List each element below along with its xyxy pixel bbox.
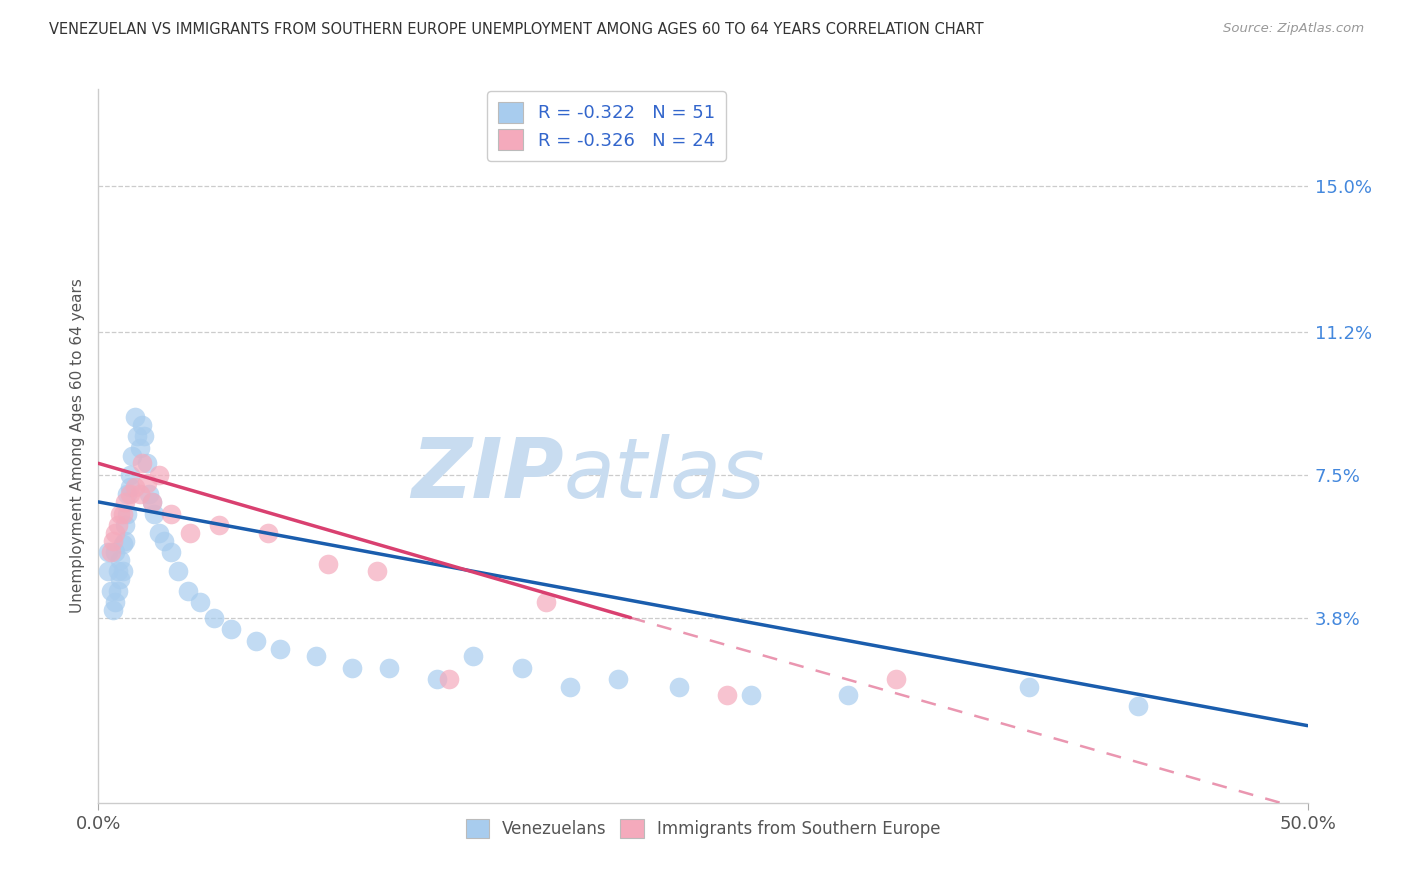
Point (316, 557, 339, 571)
Point (138, 487, 160, 501)
Point (100, 583, 122, 598)
Point (117, 507, 139, 521)
Point (366, 565, 388, 579)
Point (607, 673, 630, 687)
Point (143, 507, 166, 521)
Point (167, 565, 190, 579)
Point (128, 487, 150, 501)
Point (134, 429, 156, 443)
Text: VENEZUELAN VS IMMIGRANTS FROM SOUTHERN EUROPE UNEMPLOYMENT AMONG AGES 60 TO 64 Y: VENEZUELAN VS IMMIGRANTS FROM SOUTHERN E… (49, 22, 984, 37)
Point (118, 479, 141, 493)
Point (111, 537, 134, 551)
Point (118, 487, 141, 501)
Point (107, 583, 129, 598)
Point (104, 525, 127, 540)
Point (114, 495, 136, 509)
Point (668, 680, 690, 694)
Point (124, 410, 146, 425)
Point (111, 507, 134, 521)
Point (108, 553, 131, 567)
Point (124, 479, 146, 493)
Point (437, 673, 460, 687)
Point (101, 533, 124, 548)
Point (97, 545, 120, 559)
Point (111, 565, 134, 579)
Point (127, 429, 149, 443)
Point (269, 641, 291, 656)
Y-axis label: Unemployment Among Ages 60 to 64 years: Unemployment Among Ages 60 to 64 years (69, 278, 84, 614)
Point (121, 449, 143, 463)
Point (179, 525, 201, 540)
Point (426, 673, 449, 687)
Point (104, 545, 127, 559)
Point (104, 595, 127, 609)
Point (1018, 680, 1040, 694)
Point (177, 583, 200, 598)
Point (716, 688, 738, 702)
Point (141, 495, 163, 509)
Point (114, 533, 136, 548)
Point (245, 633, 267, 648)
Point (377, 661, 399, 675)
Point (108, 507, 131, 521)
Point (131, 456, 153, 470)
Point (1128, 699, 1150, 714)
Point (97, 565, 120, 579)
Point (463, 649, 485, 664)
Point (107, 565, 129, 579)
Point (114, 518, 136, 533)
Point (204, 610, 226, 624)
Point (886, 673, 908, 687)
Point (342, 661, 364, 675)
Point (160, 545, 183, 559)
Point (740, 688, 762, 702)
Point (141, 495, 163, 509)
Point (135, 475, 157, 490)
Point (510, 661, 533, 675)
Point (160, 507, 183, 521)
Text: ZIP: ZIP (412, 434, 564, 515)
Text: Source: ZipAtlas.com: Source: ZipAtlas.com (1223, 22, 1364, 36)
Point (135, 456, 157, 470)
Point (117, 487, 139, 501)
Point (188, 595, 211, 609)
Text: atlas: atlas (564, 434, 766, 515)
Point (221, 622, 243, 636)
Point (256, 525, 278, 540)
Point (128, 441, 150, 455)
Point (152, 533, 174, 548)
Point (534, 595, 557, 609)
Point (118, 467, 141, 482)
Point (131, 417, 153, 432)
Point (107, 518, 129, 533)
Point (558, 680, 581, 694)
Point (208, 518, 231, 533)
Point (108, 572, 131, 586)
Point (837, 688, 859, 702)
Legend: Venezuelans, Immigrants from Southern Europe: Venezuelans, Immigrants from Southern Eu… (458, 812, 948, 845)
Point (148, 467, 170, 482)
Point (101, 603, 124, 617)
Point (100, 545, 122, 559)
Point (148, 525, 170, 540)
Point (305, 649, 328, 664)
